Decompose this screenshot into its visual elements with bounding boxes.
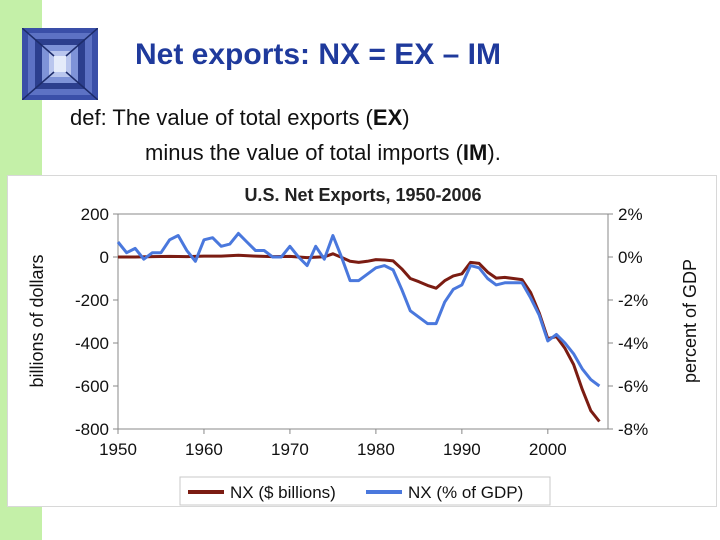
tick-labels: 2000-200-400-600-8002%0%-2%-4%-6%-8%1950… [75, 205, 648, 459]
x-tick-label: 1990 [443, 440, 481, 459]
legend-label-nx-dollars: NX ($ billions) [230, 483, 336, 502]
x-tick-label: 1950 [99, 440, 137, 459]
x-tick-label: 2000 [529, 440, 567, 459]
definition-prefix: def: The value of total exports ( [70, 105, 373, 130]
y-tick-label-right: -6% [618, 377, 648, 396]
y-tick-label-left: -600 [75, 377, 109, 396]
y-tick-label-left: -800 [75, 420, 109, 439]
chart-container: U.S. Net Exports, 1950-2006 200 0 -200 -400… [7, 175, 717, 507]
legend-label-nx-percent: NX (% of GDP) [408, 483, 523, 502]
y-tick-label-left: 0 [100, 248, 109, 267]
y-axis-label-right: percent of GDP [680, 259, 700, 383]
x-tick-label: 1980 [357, 440, 395, 459]
series-line-nx-percent [116, 231, 601, 388]
definition-line-1: def: The value of total exports (EX) [70, 105, 410, 131]
definition-line2-suffix: ). [487, 140, 501, 165]
y-axis-label-left: billions of dollars [27, 254, 47, 387]
y-tick-label-right: 2% [618, 205, 643, 224]
y-tick-label-right: -4% [618, 334, 648, 353]
definition-ex: EX [372, 105, 403, 130]
definition-close-paren: ) [402, 105, 410, 130]
legend-box [179, 476, 551, 506]
x-tick-label: 1970 [271, 440, 309, 459]
y-tick-label-right: 0% [618, 248, 643, 267]
x-tick-label: 1960 [185, 440, 223, 459]
plot-area [117, 213, 609, 430]
y-tick-label-right: -8% [618, 420, 648, 439]
series-lines [116, 231, 601, 423]
y-tick-label-right: -2% [618, 291, 648, 310]
slide-title: Net exports: NX = EX – IM [135, 38, 501, 71]
definition-im: IM [462, 140, 488, 165]
y-tick-label-left: -200 [75, 291, 109, 310]
y-tick-label-left: -400 [75, 334, 109, 353]
definition-line2-prefix: minus the value of total imports ( [145, 140, 463, 165]
legend: NX ($ billions) NX (% of GDP) [179, 476, 551, 506]
chart-title: U.S. Net Exports, 1950-2006 [244, 185, 481, 205]
net-exports-chart: U.S. Net Exports, 1950-2006 2000-200-400… [27, 185, 700, 506]
tunnel-logo-icon [22, 28, 98, 100]
y-tick-label-left: 200 [81, 205, 109, 224]
definition-line-2: minus the value of total imports (IM). [145, 140, 501, 166]
